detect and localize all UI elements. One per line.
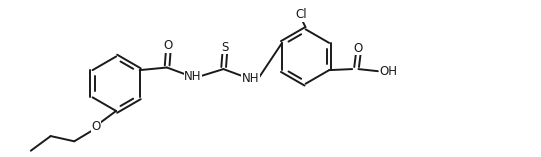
Text: NH: NH	[242, 72, 259, 85]
Text: S: S	[221, 41, 228, 54]
Text: OH: OH	[379, 65, 398, 78]
Text: Cl: Cl	[295, 8, 307, 21]
Text: O: O	[353, 42, 362, 55]
Text: O: O	[91, 120, 101, 133]
Text: O: O	[163, 39, 173, 52]
Text: NH: NH	[184, 70, 202, 83]
